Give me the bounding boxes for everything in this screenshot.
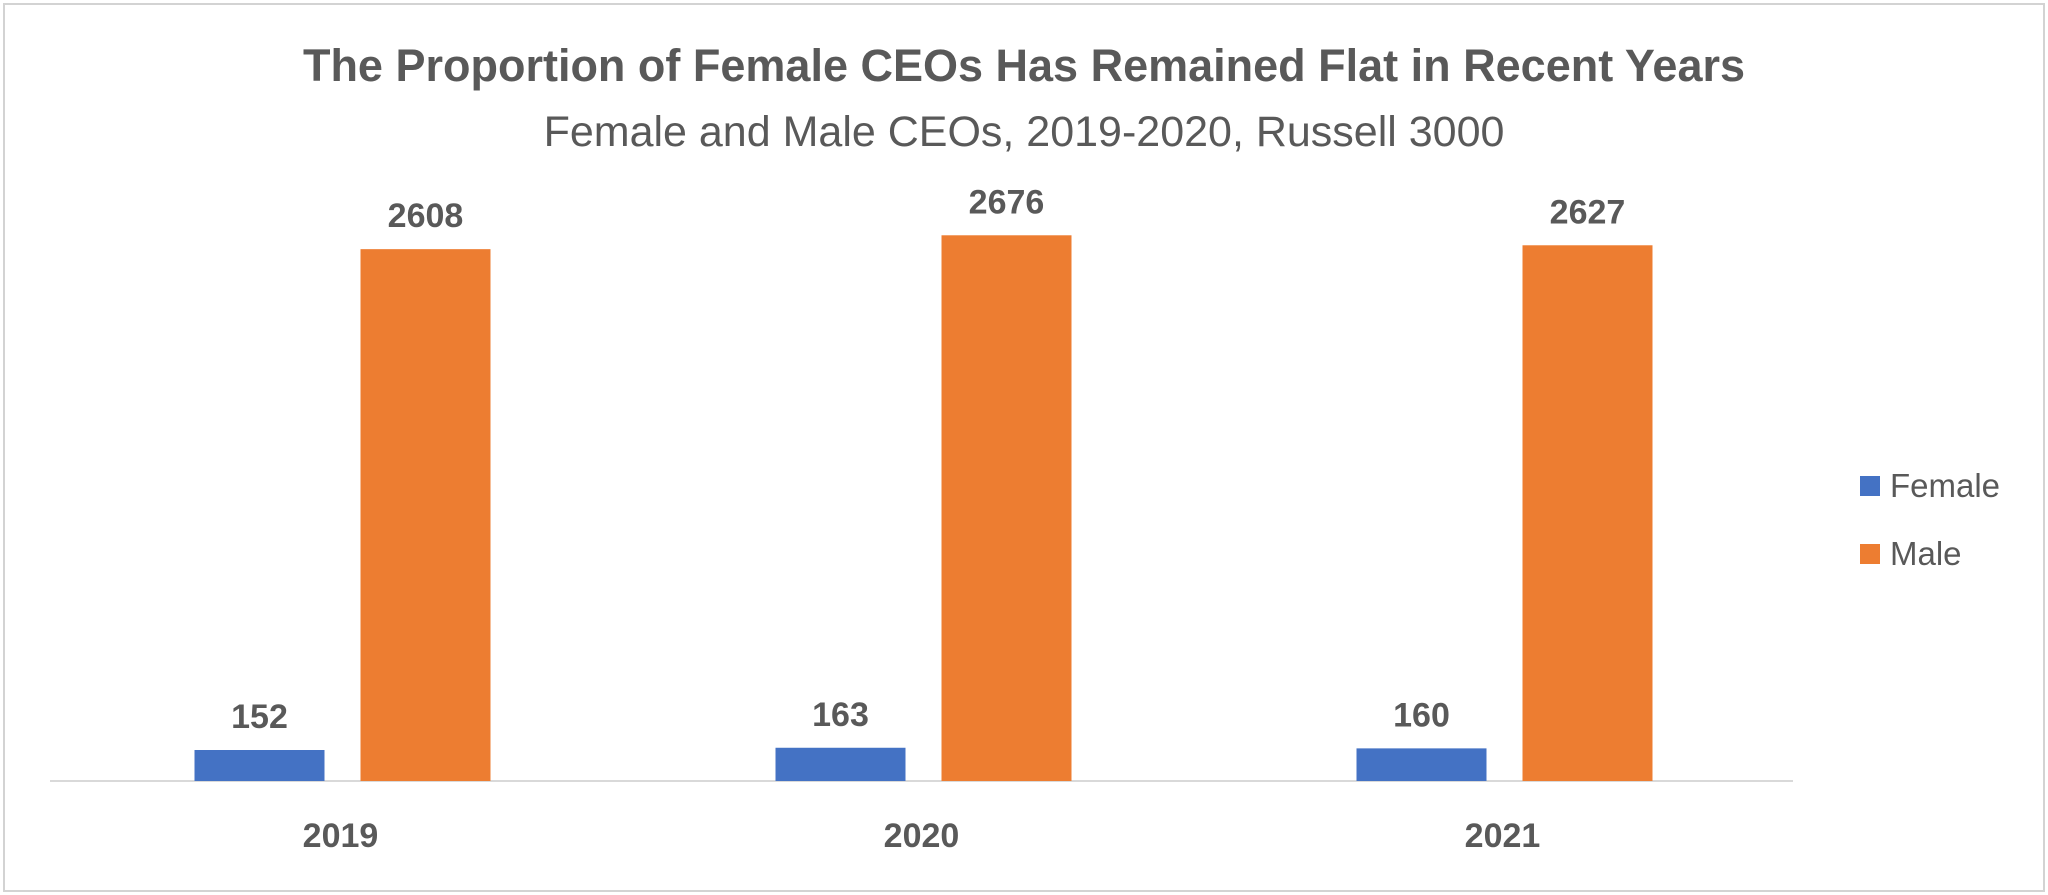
legend-swatch-male: [1860, 544, 1880, 564]
legend-label-female: Female: [1890, 467, 2001, 504]
x-tick-label-2020: 2020: [884, 817, 960, 855]
legend-item-male: Male: [1860, 535, 2000, 572]
bar-male-2020: [941, 235, 1072, 782]
x-tick-label-2019: 2019: [303, 817, 379, 855]
bar-male-2021: [1522, 245, 1653, 781]
legend-item-female: Female: [1860, 467, 2001, 504]
chart-title: The Proportion of Female CEOs Has Remain…: [302, 40, 1746, 91]
data-label-male-2019: 2608: [388, 197, 464, 235]
data-label-female-2021: 160: [1393, 696, 1450, 734]
chart-subtitle: Female and Male CEOs, 2019-2020, Russell…: [543, 108, 1505, 156]
x-tick-label-2021: 2021: [1465, 817, 1541, 855]
bar-female-2019: [194, 750, 325, 781]
data-label-female-2019: 152: [231, 698, 288, 736]
data-label-male-2021: 2627: [1550, 193, 1626, 231]
bar-female-2021: [1356, 748, 1487, 781]
bar-female-2020: [775, 747, 906, 781]
data-label-male-2020: 2676: [969, 183, 1045, 221]
legend: Female Male: [1860, 467, 2001, 604]
data-label-female-2020: 163: [812, 696, 869, 734]
bar-male-2019: [360, 249, 491, 781]
legend-label-male: Male: [1890, 535, 1962, 572]
legend-swatch-female: [1860, 476, 1880, 496]
